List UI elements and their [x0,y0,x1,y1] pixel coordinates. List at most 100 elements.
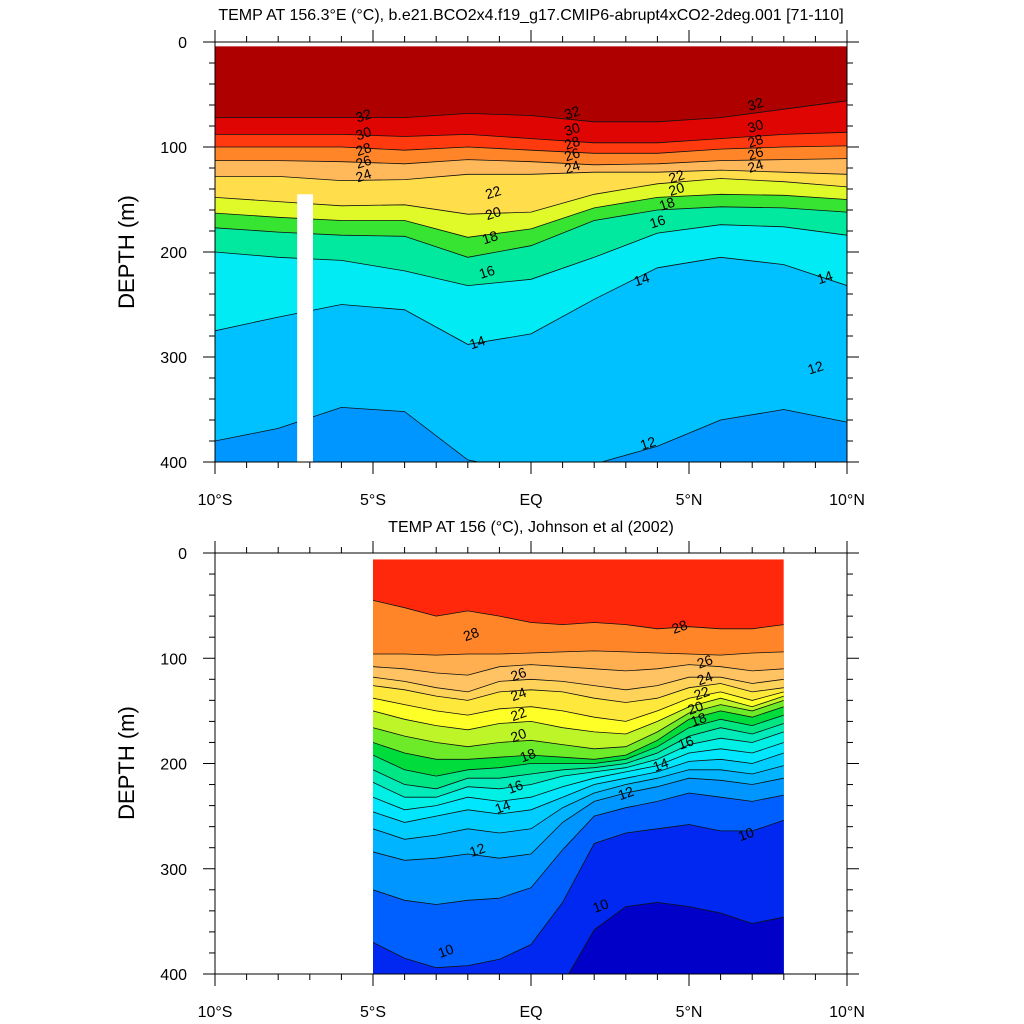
observed-y-axis-label: DEPTH (m) [114,706,139,820]
contour-label: 26 [695,651,715,671]
model-contour-plot: 3230282624323028262432302826242220181614… [215,46,847,462]
contour-label: 22 [508,704,528,724]
y-tick-label: 100 [160,140,187,157]
contour-label: 28 [461,624,481,644]
missing-data-band [297,194,313,462]
contour-label: 32 [746,94,766,114]
x-tick-label: 5°S [360,492,386,509]
x-tick-label: 5°N [676,492,703,509]
observed-x-tick-labels: 10°S 5°S EQ 5°N 10°N [198,1004,865,1021]
x-tick-label: 10°N [829,1004,865,1021]
contour-label: 32 [354,105,374,125]
contour-label: 24 [746,156,766,176]
contour-label: 12 [806,357,826,377]
isotherm-line [215,224,847,287]
contour-label: 10 [736,824,756,844]
contour-label: 12 [616,783,636,803]
isotherm-line [373,792,784,905]
contour-label: 14 [493,796,513,816]
contour-label: 16 [505,776,525,796]
isotherm-line [373,676,784,693]
observed-panel-title: TEMP AT 156 (°C), Johnson et al (2002) [388,519,674,536]
isotherm-line [373,752,784,823]
x-tick-label: EQ [519,492,542,509]
observed-y-tick-labels: 0 100 200 300 400 [160,546,187,984]
contour-label: 10 [590,895,610,915]
observed-panel: TEMP AT 156 (°C), Johnson et al (2002) D… [114,519,865,1021]
observed-axis-ticks [203,541,859,986]
contour-label: 22 [483,182,503,202]
isotherm-line [215,131,847,144]
isotherm-line [215,193,847,238]
isotherm-line [215,145,847,154]
contour-label: 26 [746,143,766,163]
contour-label: 32 [562,102,582,122]
model-panel: TEMP AT 156.3°E (°C), b.e21.BCO2x4.f19_g… [114,7,865,509]
temperature-band [215,407,847,462]
contour-label: 16 [648,211,668,231]
isotherm-line [373,765,784,840]
isotherm-line [373,723,784,790]
isotherm-line [373,683,784,703]
model-y-axis-label: DEPTH (m) [114,195,139,309]
contour-label: 14 [815,267,835,287]
contour-label: 12 [638,433,658,453]
y-tick-label: 200 [160,245,187,262]
contour-label: 26 [562,144,582,164]
contour-label: 28 [354,139,374,159]
isotherm-line [568,901,784,974]
isotherm-line [373,777,784,861]
isotherm-line [373,714,784,777]
contour-label: 24 [508,684,528,704]
contour-label: 30 [562,119,582,139]
contour-label: 24 [354,165,374,185]
contour-label: 18 [657,194,677,214]
y-tick-label: 0 [178,35,187,52]
isotherm-line [373,731,784,798]
contour-label: 20 [667,179,687,199]
y-tick-label: 300 [160,862,187,879]
isotherm-line [373,700,784,750]
isotherm-line [373,706,784,760]
isotherm-line [215,406,847,462]
observed-contour-plot: 2826242220181614121028262422201816141210… [373,559,784,974]
model-x-tick-labels: 10°S 5°S EQ 5°N 10°N [198,492,865,509]
model-axis-ticks [203,30,859,474]
contour-label: 28 [746,131,766,151]
isotherm-line [215,256,847,345]
isotherm-line [215,178,847,215]
contour-label: 22 [667,166,687,186]
isotherm-line [215,169,847,182]
contour-label: 18 [688,709,708,729]
isotherm-line [215,206,847,258]
x-tick-label: 10°N [829,492,865,509]
contour-label: 18 [518,745,538,765]
y-tick-label: 400 [160,455,187,472]
contour-label: 20 [508,725,528,745]
temperature-bands [373,559,784,974]
x-tick-label: 5°N [676,1004,703,1021]
isotherm-line [373,600,784,630]
isotherm-line [373,742,784,811]
isotherm-line [373,691,784,722]
isotherm-line [373,650,784,656]
contour-label: 14 [651,754,671,774]
model-y-tick-labels: 0 100 200 300 400 [160,35,187,472]
contour-label: 28 [562,133,582,153]
contour-label: 24 [562,157,582,177]
model-panel-title: TEMP AT 156.3°E (°C), b.e21.BCO2x4.f19_g… [218,7,843,24]
isotherm-line [373,695,784,735]
contour-label: 18 [480,227,500,247]
y-tick-label: 400 [160,967,187,984]
contour-label: 16 [477,262,497,282]
x-tick-label: 10°S [198,1004,233,1021]
contour-label: 10 [436,941,456,961]
isotherm-line [373,664,784,676]
isotherm-line [373,819,784,969]
isotherm-line [215,158,847,166]
y-tick-label: 100 [160,651,187,668]
contour-label: 28 [669,616,689,636]
temperature-bands [215,46,847,462]
contour-label: 20 [685,697,705,717]
